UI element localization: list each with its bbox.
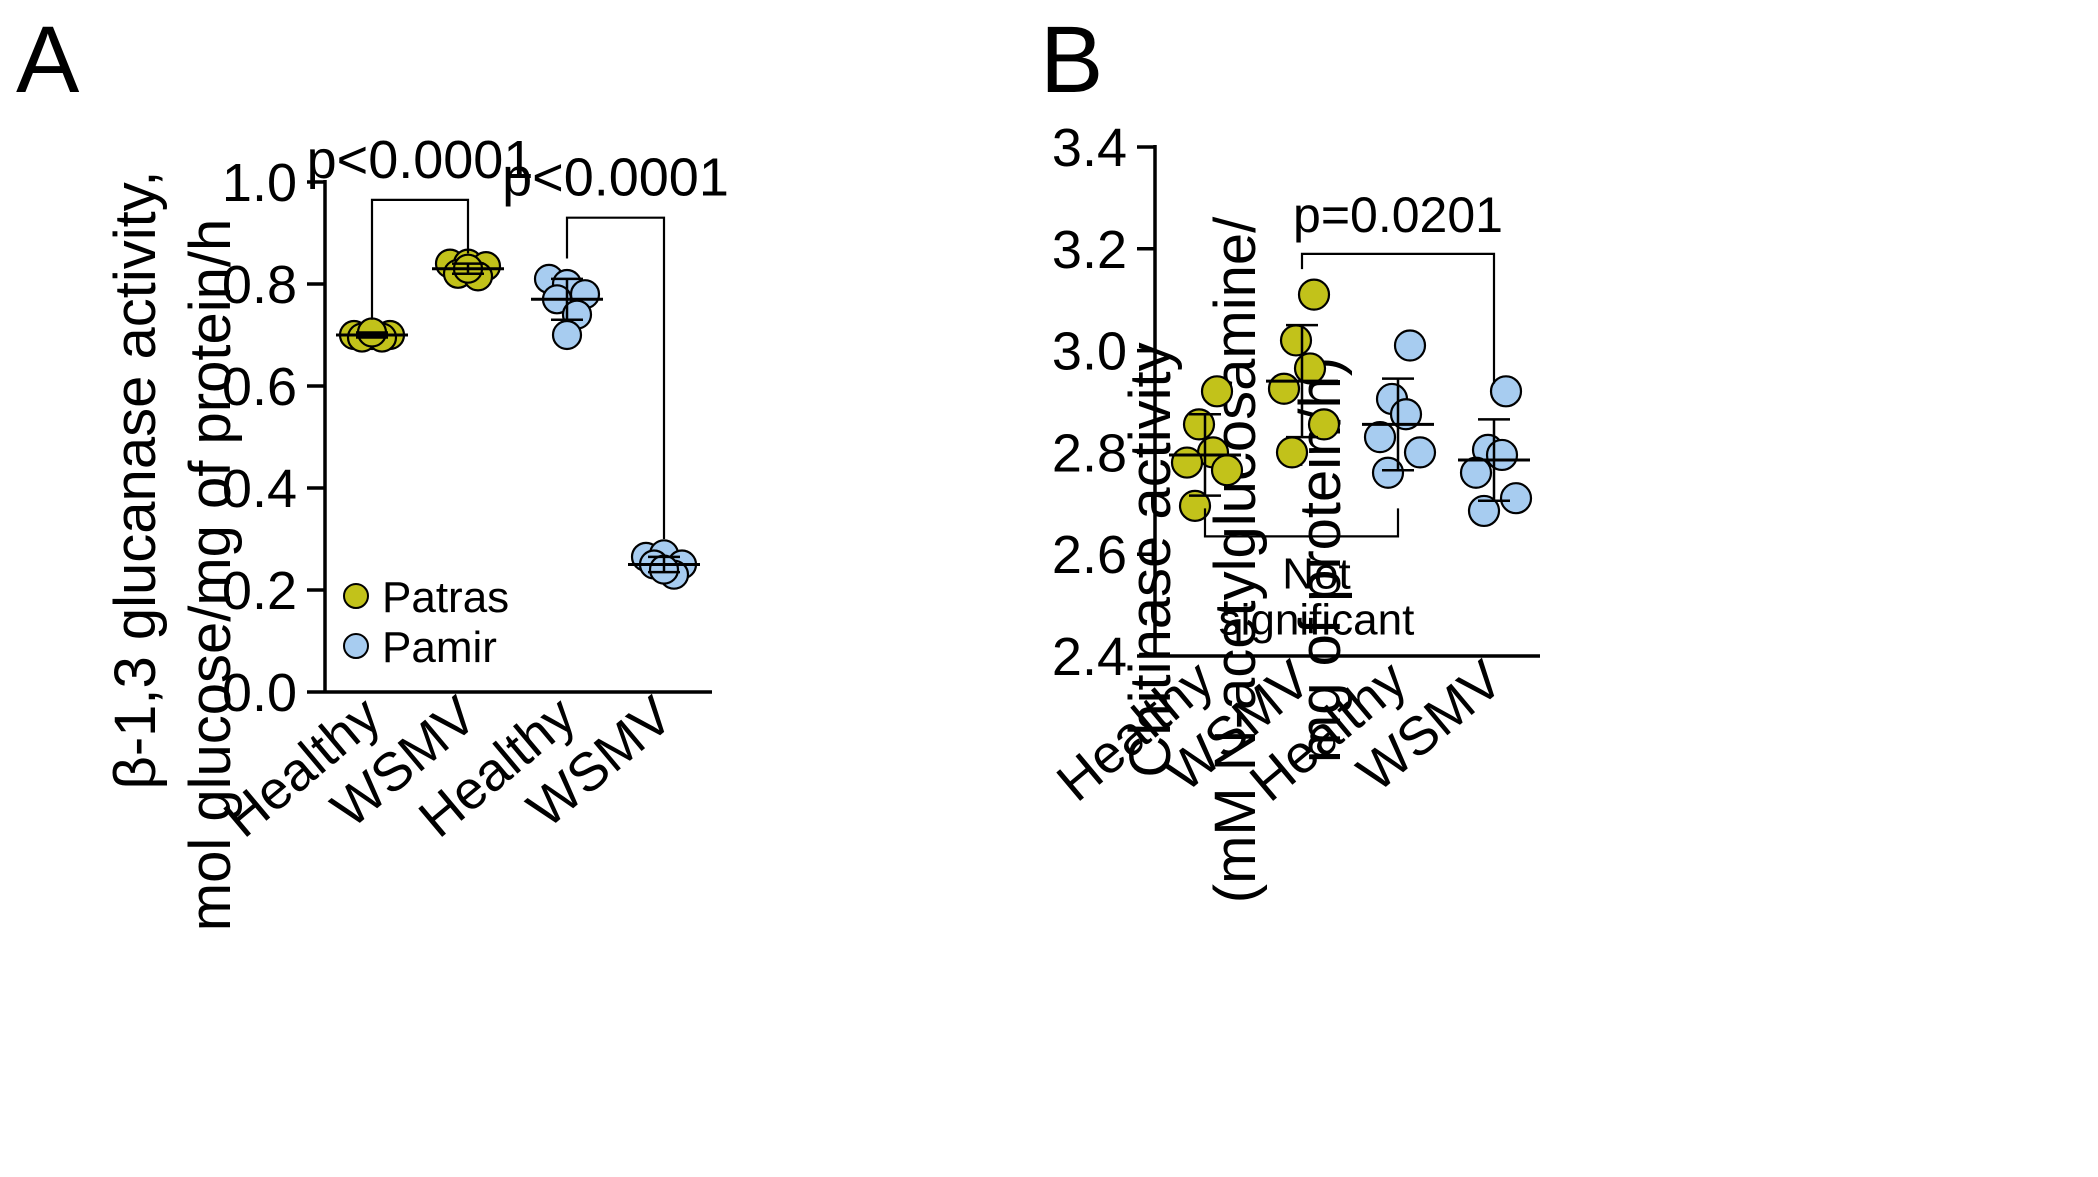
data-point — [1467, 494, 1501, 528]
data-group — [531, 263, 603, 351]
y-tick-label: 0.2 — [222, 561, 297, 621]
data-point — [1363, 421, 1397, 454]
data-point — [1485, 438, 1519, 472]
legend-label: Patras — [382, 573, 509, 622]
significance-bracket — [370, 198, 470, 320]
data-point — [1489, 375, 1523, 408]
y-axis-label-b-line-2: (mM N-acetylglucosamine/ — [1203, 216, 1268, 903]
data-point — [1371, 456, 1405, 489]
data-point — [1297, 278, 1331, 311]
data-point — [1279, 324, 1313, 357]
y-tick-label: 0.6 — [222, 357, 297, 417]
panel-a: A β-1,3 glucanase activity, mol glucose/… — [16, 7, 729, 931]
y-tick-label: 3.0 — [1052, 322, 1127, 382]
data-point — [1275, 436, 1309, 469]
data-point — [1403, 436, 1437, 469]
panel-label-a: A — [16, 7, 80, 113]
y-tick-label: 0.4 — [222, 459, 297, 519]
data-point — [1210, 454, 1244, 487]
data-group — [336, 317, 408, 353]
data-point — [1459, 456, 1493, 489]
not-significant-bracket — [1203, 508, 1400, 538]
significance-bracket — [565, 216, 666, 539]
data-point — [1293, 352, 1327, 385]
y-tick-label: 0.8 — [222, 255, 297, 315]
data-point — [551, 319, 583, 351]
data-point — [1307, 408, 1341, 441]
y-tick-label: 3.2 — [1052, 220, 1127, 280]
legend-label: Pamir — [382, 623, 497, 672]
significance-bracket — [1300, 252, 1496, 384]
y-tick-label: 2.6 — [1052, 525, 1127, 585]
not-significant-label-line-1: Not — [1282, 549, 1350, 598]
panel-b: B Chitinase activity (mM N-acetylglucosa… — [1040, 7, 1540, 903]
significance-label: p<0.0001 — [307, 130, 534, 190]
data-point — [1200, 375, 1234, 408]
y-tick-label: 1.0 — [222, 153, 297, 213]
data-point — [1267, 372, 1301, 405]
panel-label-b: B — [1040, 7, 1103, 113]
y-axis-label-b-line-1: Chitinase activity — [1118, 342, 1183, 777]
plot-area-a: 0.00.20.40.60.81.0HealthyWSMVHealthyWSMV… — [213, 130, 729, 849]
y-tick-label: 3.4 — [1052, 118, 1127, 178]
y-axis-label-a-line-1: β-1,3 glucanase activity, — [103, 170, 168, 789]
data-group — [628, 539, 700, 590]
not-significant-label-line-2: significant — [1219, 595, 1415, 644]
significance-label: p<0.0001 — [502, 148, 729, 208]
data-group — [432, 248, 504, 292]
data-point — [1170, 446, 1204, 479]
legend-marker — [343, 583, 369, 609]
data-point — [1178, 489, 1212, 522]
y-axis-label-a-line-2: mol glucose/mg of protein/h — [178, 219, 243, 931]
y-tick-label: 0.0 — [222, 663, 297, 723]
data-point — [1499, 482, 1533, 515]
data-point — [1182, 408, 1216, 441]
plot-area-b: 2.42.62.83.03.23.4HealthyWSMVHealthyWSMV… — [1046, 118, 1540, 813]
data-group — [1458, 375, 1533, 528]
y-tick-label: 2.4 — [1052, 627, 1127, 687]
y-tick-label: 2.8 — [1052, 423, 1127, 483]
data-group — [1362, 329, 1437, 489]
data-group — [1169, 375, 1244, 522]
data-group — [1266, 278, 1341, 469]
legend-marker — [343, 633, 369, 659]
data-point — [1393, 329, 1427, 362]
significance-label: p=0.0201 — [1293, 187, 1503, 243]
